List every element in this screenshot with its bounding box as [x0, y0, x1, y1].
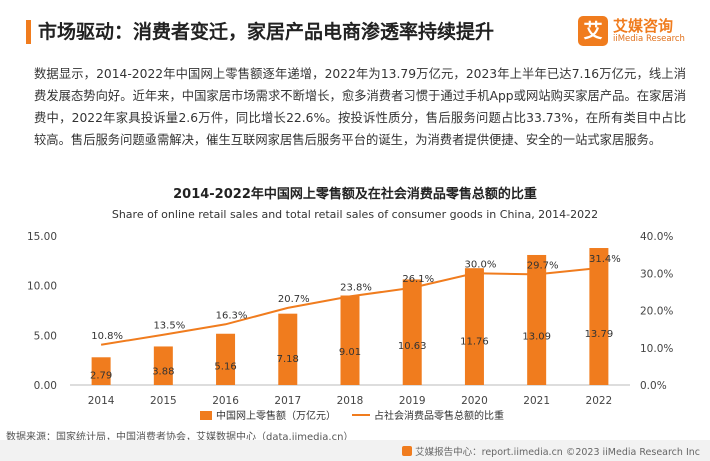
description-paragraph: 数据显示，2014-2022年中国网上零售额逐年递增，2022年为13.79万亿… [34, 67, 686, 147]
y-left-tick-label: 15.00 [27, 231, 57, 243]
line-value-label: 23.8% [340, 282, 372, 293]
x-tick-label: 2021 [523, 395, 550, 407]
logo-icon: 艾 [578, 16, 608, 46]
line-value-label: 29.7% [527, 260, 559, 271]
x-axis: 2014 2015 2016 2017 2018 2019 2020 2021 2022 [88, 395, 613, 407]
title-accent-bar [26, 20, 31, 44]
footer-text: 艾媒报告中心：report.iimedia.cn ©2023 iiMedia R… [415, 447, 700, 458]
x-tick-label: 2019 [399, 395, 426, 407]
x-tick-label: 2018 [337, 395, 364, 407]
bar-2017 [278, 313, 298, 385]
bar-2016 [216, 333, 236, 385]
legend-label-bar: 中国网上零售额（万亿元） [216, 409, 336, 422]
y-right-tick-label: 40.0% [640, 231, 673, 243]
bar-series: 2.79 3.88 5.16 7.18 9.01 10.63 11.76 13.09 13.79 [90, 248, 613, 385]
bar-2022 [589, 248, 609, 385]
y-right-tick-label: 30.0% [640, 268, 673, 280]
bar-value-label: 3.88 [152, 366, 174, 377]
footer-logo-icon [402, 446, 413, 456]
bar-2021 [527, 254, 547, 385]
bar-2015 [153, 346, 173, 385]
brand-logo: 艾 艾媒咨询 iiMedia Research [578, 16, 700, 50]
bar-value-label: 7.18 [277, 354, 299, 365]
bar-value-label: 5.16 [214, 362, 236, 373]
bar-value-label: 11.76 [460, 337, 489, 348]
line-value-label: 13.5% [153, 321, 185, 332]
bar-value-label: 10.63 [398, 341, 427, 352]
logo-text-cn: 艾媒咨询 [613, 17, 674, 35]
line-value-label: 30.0% [465, 259, 497, 270]
data-source: 数据来源：国家统计局，中国消费者协会，艾媒数据中心（data.iimedia.c… [6, 432, 354, 443]
bar-2018 [340, 295, 360, 385]
y-left-tick-label: 0.00 [34, 380, 57, 392]
y-right-tick-label: 0.0% [640, 380, 667, 392]
legend-label-line: 占社会消费品零售总额的比重 [374, 409, 504, 422]
bar-value-label: 2.79 [90, 370, 112, 381]
x-tick-label: 2017 [274, 395, 301, 407]
line-value-label: 26.1% [402, 274, 434, 285]
y-left-tick-label: 10.00 [27, 281, 57, 293]
share-line [100, 267, 599, 346]
bar-value-label: 13.79 [585, 329, 614, 340]
line-value-label: 16.3% [216, 310, 248, 321]
line-value-label: 20.7% [278, 294, 310, 305]
logo-text-en: iiMedia Research [613, 34, 685, 44]
bar-value-label: 13.09 [522, 332, 551, 343]
y-right-tick-label: 20.0% [640, 306, 673, 318]
line-value-label: 10.8% [91, 331, 123, 342]
footer: 艾媒报告中心：report.iimedia.cn ©2023 iiMedia R… [0, 440, 710, 461]
x-tick-label: 2016 [212, 395, 239, 407]
x-tick-label: 2015 [150, 395, 177, 407]
y-right-tick-label: 10.0% [640, 343, 673, 355]
x-tick-label: 2022 [586, 395, 613, 407]
chart-subtitle: Share of online retail sales and total r… [112, 208, 598, 221]
y-left-tick-label: 5.00 [34, 330, 57, 342]
page-title: 市场驱动：消费者变迁，家居产品电商渗透率持续提升 [38, 21, 495, 43]
x-tick-label: 2020 [461, 395, 488, 407]
y-axis-left: 0.00 5.00 10.00 15.00 [27, 231, 57, 392]
line-value-label: 31.4% [589, 254, 621, 265]
chart-title: 2014-2022年中国网上零售额及在社会消费品零售总额的比重 [173, 186, 537, 202]
legend: 中国网上零售额（万亿元） 占社会消费品零售总额的比重 [200, 409, 504, 422]
bar-2014 [91, 357, 111, 385]
header: 市场驱动：消费者变迁，家居产品电商渗透率持续提升 [0, 0, 710, 62]
line-series: 10.8% 13.5% 16.3% 20.7% 23.8% 26.1% 30.0% 29.7%… [91, 254, 621, 346]
y-axis-right: 0.0% 10.0% 20.0% 30.0% 40.0% [640, 231, 673, 392]
bar-value-label: 9.01 [339, 347, 361, 358]
legend-swatch-bar [200, 411, 212, 420]
combo-chart: 2014-2022年中国网上零售额及在社会消费品零售总额的比重 Share of… [27, 186, 673, 422]
x-tick-label: 2014 [88, 395, 115, 407]
bar-2019 [402, 279, 422, 385]
bar-2020 [464, 268, 484, 385]
